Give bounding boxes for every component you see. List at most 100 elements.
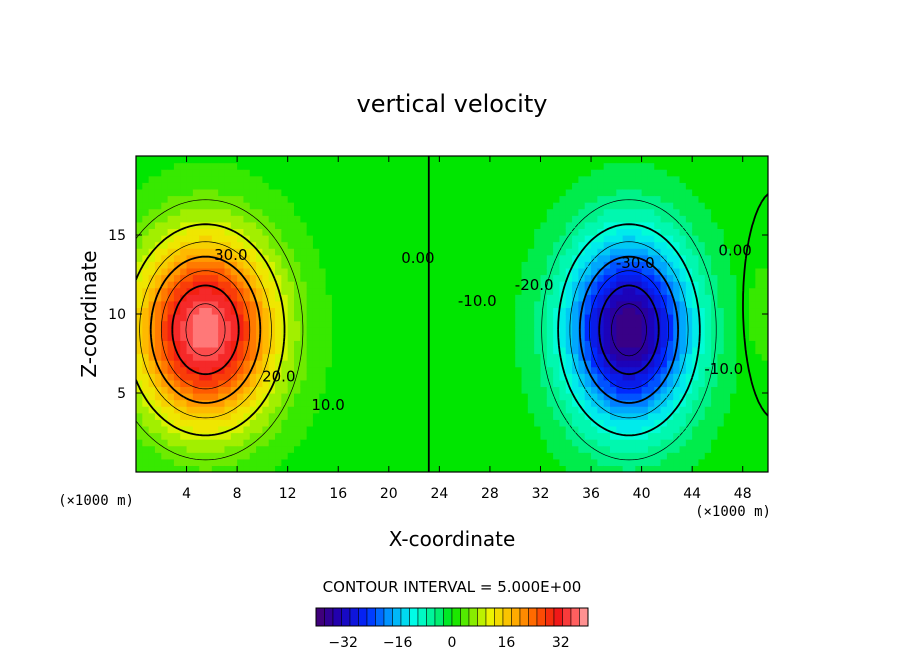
field-cell (224, 202, 232, 210)
contour-label: -10.0 (704, 360, 743, 378)
field-cell (654, 215, 662, 223)
field-cell (401, 379, 409, 388)
field-cell (692, 333, 700, 341)
field-cell (344, 208, 352, 216)
field-cell (666, 406, 674, 414)
field-cell (433, 458, 440, 467)
field-cell (136, 333, 143, 341)
field-cell (161, 386, 169, 394)
field-cell (350, 327, 358, 335)
field-cell (445, 406, 453, 414)
field-cell (483, 379, 491, 388)
field-cell (742, 452, 750, 460)
field-cell (186, 432, 194, 440)
field-cell (470, 386, 478, 394)
field-cell (275, 327, 282, 335)
field-cell (186, 175, 194, 183)
field-cell (401, 175, 409, 183)
field-cell (749, 399, 756, 407)
field-cell (148, 254, 156, 262)
contour-line-10 (136, 223, 286, 437)
field-cell (268, 281, 276, 289)
field-cell (426, 465, 434, 472)
field-cell (395, 228, 403, 236)
field-cell (458, 333, 466, 341)
field-cell (205, 287, 213, 295)
field-cell (597, 188, 605, 197)
field-cell (515, 169, 523, 177)
field-cell (534, 445, 542, 453)
field-cell (382, 175, 390, 183)
field-cell (610, 439, 617, 447)
field-cell (433, 399, 440, 407)
field-cell (698, 221, 706, 230)
field-cell (205, 241, 213, 249)
field-cell (666, 195, 674, 203)
field-cell (597, 156, 605, 164)
field-cell (319, 432, 327, 440)
field-cell (610, 346, 617, 355)
field-cell (167, 314, 175, 322)
field-cell (641, 340, 649, 348)
field-cell (723, 333, 731, 341)
field-cell (331, 235, 339, 243)
field-cell (483, 393, 491, 401)
field-cell (376, 169, 384, 177)
field-cell (723, 406, 731, 414)
field-cell (546, 346, 554, 355)
field-cell (344, 188, 352, 197)
field-cell (502, 235, 510, 243)
field-cell (338, 425, 346, 434)
field-cell (521, 386, 529, 394)
field-cell (749, 333, 756, 341)
field-cell (628, 228, 636, 236)
field-cell (641, 465, 649, 472)
field-cell (603, 188, 611, 197)
field-cell (230, 287, 238, 295)
field-cell (679, 162, 687, 170)
field-cell (376, 202, 384, 210)
field-cell (281, 360, 289, 368)
field-cell (635, 465, 643, 472)
field-cell (584, 314, 592, 322)
field-cell (249, 248, 257, 256)
field-cell (591, 425, 598, 434)
field-cell (306, 156, 314, 164)
field-cell (698, 320, 706, 328)
field-cell (262, 333, 270, 341)
field-cell (477, 307, 485, 315)
field-cell (218, 353, 226, 361)
field-cell (369, 261, 377, 269)
field-cell (369, 182, 377, 190)
field-cell (622, 241, 630, 249)
field-cell (704, 307, 712, 315)
field-cell (711, 287, 719, 295)
field-cell (319, 399, 327, 407)
field-cell (186, 406, 194, 414)
field-cell (622, 235, 630, 243)
field-cell (553, 360, 561, 368)
field-cell (249, 327, 257, 335)
field-cell (300, 228, 308, 236)
field-cell (414, 182, 421, 190)
field-cell (230, 465, 238, 472)
field-cell (616, 393, 624, 401)
field-cell (325, 346, 333, 355)
field-cell (262, 241, 270, 249)
field-cell (723, 156, 731, 164)
field-cell (426, 340, 434, 348)
field-cell (452, 267, 459, 276)
field-cell (730, 340, 737, 348)
field-cell (161, 360, 169, 368)
field-cell (350, 439, 358, 447)
field-cell (534, 215, 542, 223)
contour-label: 30.0 (214, 246, 247, 264)
field-cell (635, 320, 643, 328)
field-cell (622, 221, 630, 230)
field-cell (388, 182, 396, 190)
field-cell (679, 241, 687, 249)
field-cell (287, 281, 295, 289)
field-cell (540, 228, 548, 236)
field-cell (243, 445, 251, 453)
field-cell (426, 281, 434, 289)
